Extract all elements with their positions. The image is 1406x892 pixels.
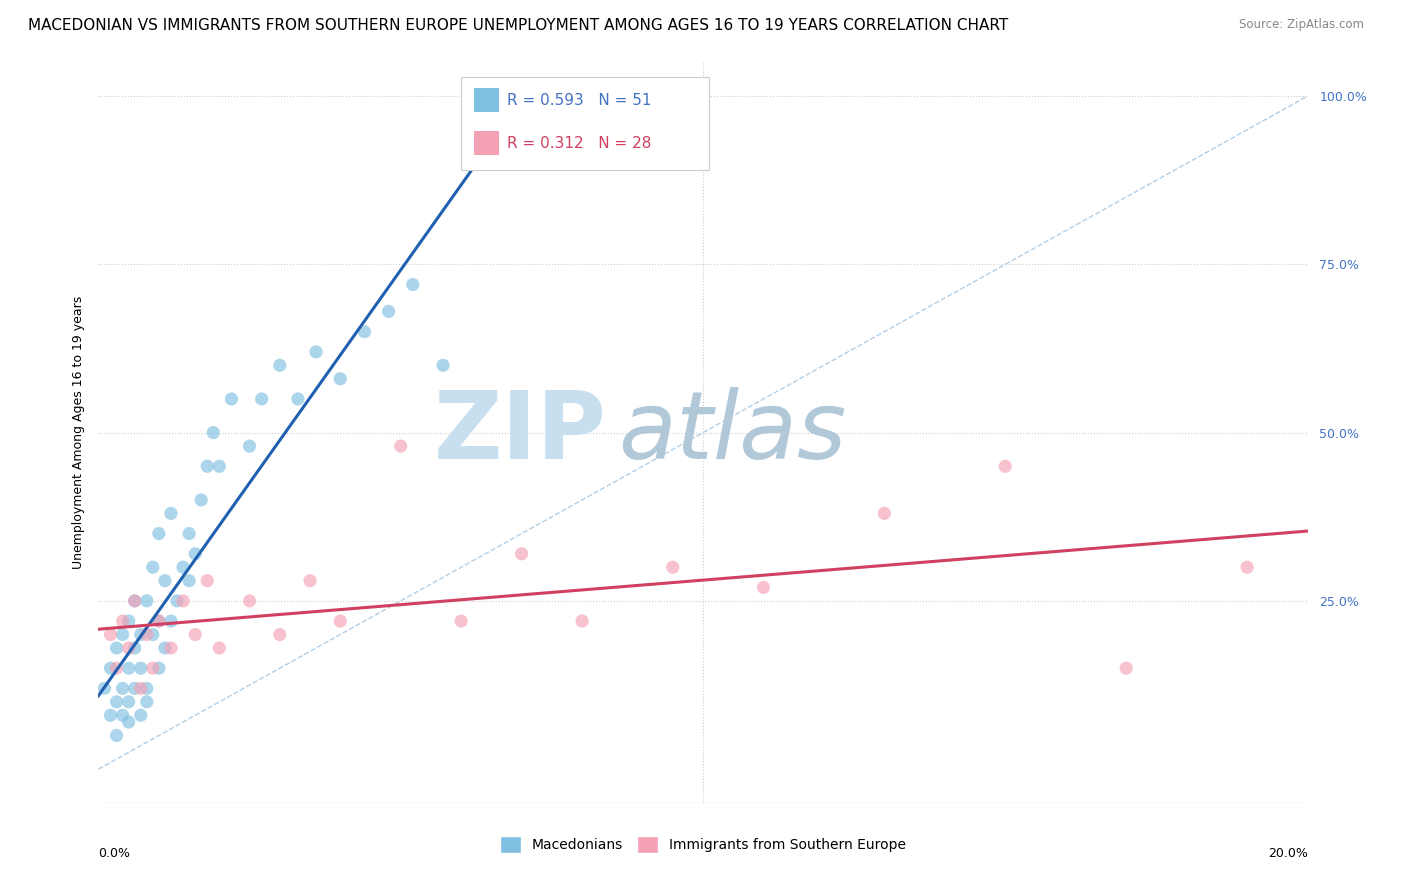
FancyBboxPatch shape [461, 78, 709, 169]
Point [118, 614, 141, 628]
Point [160, 614, 183, 628]
Point [129, 661, 152, 675]
Point [148, 614, 170, 628]
Point [100, 627, 122, 641]
Point [269, 627, 291, 641]
Point [148, 614, 170, 628]
Point [118, 661, 141, 675]
Point [208, 640, 231, 655]
Point [208, 459, 231, 474]
Point [124, 594, 146, 608]
Point [111, 627, 134, 641]
Text: R = 0.593   N = 51: R = 0.593 N = 51 [508, 93, 651, 108]
Point [129, 681, 152, 696]
Point [148, 526, 170, 541]
Point [287, 392, 309, 406]
Point [389, 439, 412, 453]
Point [172, 560, 194, 574]
Point [329, 614, 352, 628]
Point [118, 714, 141, 729]
Point [179, 574, 201, 588]
Point [111, 614, 134, 628]
Point [305, 344, 328, 359]
Point [129, 708, 152, 723]
Point [124, 681, 146, 696]
Point [190, 492, 212, 507]
Point [239, 439, 262, 453]
Point [377, 304, 399, 318]
Point [118, 695, 141, 709]
Point [105, 661, 128, 675]
FancyBboxPatch shape [474, 88, 499, 112]
Point [160, 507, 183, 521]
Point [100, 661, 122, 675]
Point [135, 681, 157, 696]
Point [1236, 560, 1258, 574]
Point [153, 574, 176, 588]
Point [105, 640, 128, 655]
FancyBboxPatch shape [474, 131, 499, 155]
Point [142, 627, 165, 641]
Point [172, 594, 194, 608]
Point [752, 581, 775, 595]
Text: atlas: atlas [619, 387, 846, 478]
Point [402, 277, 425, 292]
Point [873, 507, 896, 521]
Point [135, 594, 157, 608]
Point [195, 459, 218, 474]
Point [269, 359, 291, 373]
Point [239, 594, 262, 608]
Point [142, 661, 165, 675]
Point [510, 547, 533, 561]
Point [124, 594, 146, 608]
Point [329, 372, 352, 386]
Point [105, 695, 128, 709]
Point [353, 325, 375, 339]
Point [179, 526, 201, 541]
Point [100, 708, 122, 723]
Point [195, 574, 218, 588]
Point [105, 729, 128, 743]
Text: R = 0.312   N = 28: R = 0.312 N = 28 [508, 136, 651, 151]
Text: 0.0%: 0.0% [98, 847, 131, 860]
Point [111, 681, 134, 696]
Point [250, 392, 273, 406]
Point [129, 627, 152, 641]
Point [299, 574, 322, 588]
Point [184, 627, 207, 641]
Point [124, 640, 146, 655]
Point [160, 640, 183, 655]
Point [571, 614, 593, 628]
Point [661, 560, 683, 574]
Point [142, 560, 165, 574]
Point [221, 392, 243, 406]
Point [111, 708, 134, 723]
Point [135, 695, 157, 709]
Point [450, 614, 472, 628]
Point [432, 359, 454, 373]
Text: Source: ZipAtlas.com: Source: ZipAtlas.com [1239, 18, 1364, 31]
Point [1115, 661, 1137, 675]
Point [135, 627, 157, 641]
Point [184, 547, 207, 561]
Text: MACEDONIAN VS IMMIGRANTS FROM SOUTHERN EUROPE UNEMPLOYMENT AMONG AGES 16 TO 19 Y: MACEDONIAN VS IMMIGRANTS FROM SOUTHERN E… [28, 18, 1008, 33]
Legend: Macedonians, Immigrants from Southern Europe: Macedonians, Immigrants from Southern Eu… [495, 830, 911, 859]
Text: 20.0%: 20.0% [1268, 847, 1308, 860]
Y-axis label: Unemployment Among Ages 16 to 19 years: Unemployment Among Ages 16 to 19 years [72, 296, 84, 569]
Point [166, 594, 188, 608]
Point [994, 459, 1017, 474]
Text: ZIP: ZIP [433, 386, 606, 479]
Point [153, 640, 176, 655]
Point [118, 640, 141, 655]
Point [93, 681, 115, 696]
Point [148, 661, 170, 675]
Point [202, 425, 225, 440]
